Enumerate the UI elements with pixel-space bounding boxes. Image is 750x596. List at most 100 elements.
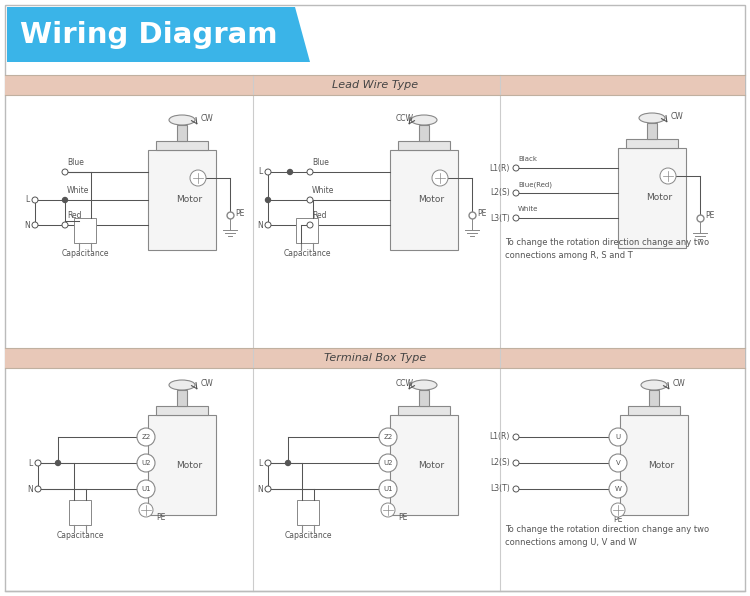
Text: Wiring Diagram: Wiring Diagram: [20, 21, 278, 49]
Circle shape: [660, 168, 676, 184]
Circle shape: [265, 222, 271, 228]
Text: Blue: Blue: [312, 158, 328, 167]
Bar: [5, 348, 745, 368]
Circle shape: [62, 222, 68, 228]
Text: V: V: [616, 460, 620, 466]
Text: N: N: [27, 485, 33, 493]
Ellipse shape: [169, 115, 195, 125]
Text: L3(T): L3(T): [490, 485, 510, 493]
Bar: [148, 415, 216, 515]
Text: Z2: Z2: [141, 434, 151, 440]
Circle shape: [513, 486, 519, 492]
Text: CCW: CCW: [396, 114, 414, 123]
Circle shape: [513, 434, 519, 440]
Circle shape: [381, 503, 395, 517]
Text: CW: CW: [673, 379, 686, 388]
Circle shape: [265, 460, 271, 466]
Bar: [74, 218, 96, 243]
Text: To change the rotation direction change any two: To change the rotation direction change …: [505, 238, 710, 247]
Circle shape: [287, 169, 292, 175]
Bar: [628, 406, 680, 415]
Circle shape: [56, 461, 61, 465]
Bar: [297, 500, 319, 525]
Text: Capacitance: Capacitance: [284, 531, 332, 540]
Text: L1(R): L1(R): [490, 163, 510, 172]
Text: Motor: Motor: [648, 461, 674, 470]
Circle shape: [139, 503, 153, 517]
Ellipse shape: [411, 380, 437, 390]
Circle shape: [513, 215, 519, 221]
Circle shape: [137, 428, 155, 446]
Text: L: L: [258, 167, 262, 176]
Text: Motor: Motor: [418, 195, 444, 204]
Bar: [398, 141, 450, 150]
Text: Blue: Blue: [67, 158, 84, 167]
Text: Terminal Box Type: Terminal Box Type: [324, 353, 426, 363]
Bar: [620, 415, 688, 515]
Text: connections among U, V and W: connections among U, V and W: [505, 538, 637, 547]
Text: Red: Red: [312, 211, 326, 220]
Bar: [618, 148, 686, 248]
Circle shape: [379, 480, 397, 498]
Text: Blue(Red): Blue(Red): [518, 181, 552, 188]
Circle shape: [62, 169, 68, 175]
Circle shape: [32, 222, 38, 228]
Bar: [390, 415, 458, 515]
Bar: [419, 125, 429, 141]
Text: U2: U2: [141, 460, 151, 466]
Text: Black: Black: [518, 156, 537, 162]
Bar: [649, 390, 659, 406]
Text: PE: PE: [398, 513, 407, 522]
Text: U2: U2: [383, 460, 393, 466]
Bar: [296, 218, 318, 243]
Circle shape: [32, 197, 38, 203]
Text: L: L: [28, 458, 32, 467]
Circle shape: [265, 169, 271, 175]
Text: Z2: Z2: [383, 434, 393, 440]
Bar: [419, 390, 429, 406]
Text: PE: PE: [235, 209, 244, 218]
Text: White: White: [67, 186, 89, 195]
Text: connections among R, S and T: connections among R, S and T: [505, 251, 633, 260]
Ellipse shape: [641, 380, 667, 390]
Text: N: N: [257, 221, 262, 229]
Text: White: White: [312, 186, 334, 195]
Text: PE: PE: [477, 209, 486, 218]
Circle shape: [266, 197, 271, 203]
Text: White: White: [518, 206, 538, 212]
Text: U1: U1: [383, 486, 393, 492]
Text: N: N: [24, 221, 30, 229]
Circle shape: [609, 428, 627, 446]
Circle shape: [286, 461, 290, 465]
Bar: [398, 406, 450, 415]
Text: L: L: [25, 195, 29, 204]
Bar: [156, 406, 208, 415]
Circle shape: [137, 480, 155, 498]
Text: W: W: [614, 486, 622, 492]
Text: To change the rotation direction change any two: To change the rotation direction change …: [505, 525, 710, 534]
Bar: [156, 141, 208, 150]
Text: CW: CW: [201, 114, 214, 123]
Ellipse shape: [169, 380, 195, 390]
Bar: [69, 500, 91, 525]
Text: L3(T): L3(T): [490, 213, 510, 222]
Bar: [148, 150, 216, 250]
Text: Motor: Motor: [646, 194, 672, 203]
Text: L1(R): L1(R): [490, 433, 510, 442]
Bar: [390, 150, 458, 250]
Bar: [5, 75, 745, 95]
Text: Red: Red: [67, 211, 82, 220]
Text: CCW: CCW: [396, 379, 414, 388]
Circle shape: [307, 222, 313, 228]
Bar: [177, 125, 187, 141]
Circle shape: [137, 454, 155, 472]
Circle shape: [35, 486, 41, 492]
Circle shape: [307, 169, 313, 175]
Circle shape: [513, 165, 519, 171]
Text: PE: PE: [156, 513, 165, 522]
Text: Motor: Motor: [176, 461, 202, 470]
Polygon shape: [7, 7, 310, 62]
Text: Capacitance: Capacitance: [56, 531, 104, 540]
Text: L2(S): L2(S): [490, 188, 510, 197]
Bar: [647, 123, 657, 139]
